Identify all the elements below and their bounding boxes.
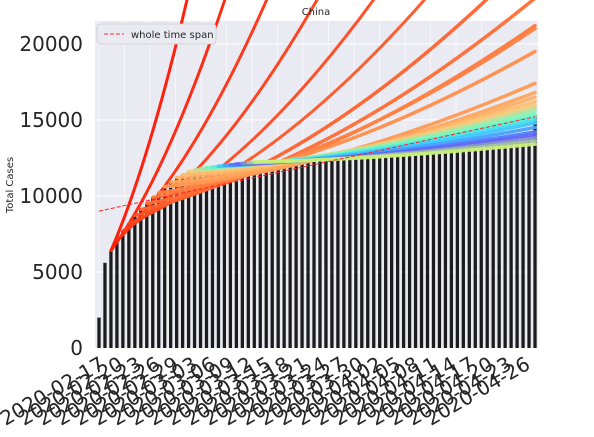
bar <box>259 162 262 348</box>
bar <box>348 155 351 348</box>
bar <box>384 152 387 348</box>
bar <box>271 161 274 348</box>
y-tick-label: 0 <box>70 336 83 360</box>
bar <box>133 216 136 348</box>
bar <box>163 187 166 348</box>
bar <box>223 165 226 348</box>
bar <box>127 223 130 348</box>
bar <box>241 163 244 348</box>
bar <box>366 153 369 348</box>
bar <box>115 240 118 348</box>
bar <box>426 149 429 348</box>
bar <box>498 143 501 348</box>
bar <box>342 155 345 348</box>
y-tick-label: 5000 <box>32 260 83 284</box>
bar <box>253 162 256 348</box>
bar <box>175 178 178 348</box>
y-axis-ticks: 0 5000 10000 15000 20000 <box>19 32 83 360</box>
bar <box>145 204 148 348</box>
bar <box>324 157 327 348</box>
bar <box>438 148 441 348</box>
bar <box>151 197 154 348</box>
bar <box>527 140 530 348</box>
bar <box>492 144 495 348</box>
bar <box>390 151 393 348</box>
bar <box>97 318 100 348</box>
y-tick-label: 15000 <box>19 108 83 132</box>
bar <box>468 146 471 348</box>
bar <box>414 150 417 348</box>
bar <box>462 146 465 348</box>
bar <box>420 149 423 348</box>
bar <box>360 154 363 348</box>
bar <box>533 115 536 348</box>
bar <box>205 168 208 348</box>
bar <box>306 158 309 348</box>
bar <box>372 153 375 348</box>
bar <box>277 160 280 348</box>
bar <box>265 161 268 348</box>
bar <box>521 141 524 348</box>
bar <box>300 158 303 348</box>
bar <box>229 165 232 348</box>
bar <box>474 145 477 348</box>
bar <box>103 263 106 348</box>
bar <box>109 251 112 348</box>
bar <box>235 164 238 348</box>
bar <box>169 182 172 348</box>
y-tick-label: 10000 <box>19 184 83 208</box>
bar <box>211 167 214 348</box>
legend-label: whole time span <box>131 30 214 41</box>
bar <box>503 143 506 348</box>
bar <box>157 193 160 348</box>
bar <box>408 150 411 348</box>
bar <box>312 157 315 348</box>
x-axis-ticks: 2020-02-172020-02-202020-02-232020-02-26… <box>0 352 534 431</box>
bar <box>444 147 447 348</box>
bar <box>121 231 124 348</box>
bar <box>336 156 339 348</box>
bar <box>456 146 459 348</box>
bar <box>318 157 321 348</box>
bar <box>283 160 286 348</box>
y-axis-label: Total Cases <box>5 157 16 214</box>
bar <box>247 162 250 348</box>
bar <box>509 142 512 348</box>
bar <box>199 169 202 348</box>
bar <box>486 144 489 348</box>
bar <box>181 175 184 348</box>
bar <box>354 154 357 348</box>
bar <box>217 166 220 348</box>
bar <box>515 142 518 348</box>
bar <box>330 156 333 348</box>
bar <box>450 147 453 348</box>
bar <box>193 170 196 348</box>
y-tick-label: 20000 <box>19 32 83 56</box>
bar <box>480 145 483 348</box>
bar <box>396 151 399 348</box>
bar <box>378 152 381 348</box>
bar <box>432 148 435 348</box>
chart-title: China <box>302 7 331 18</box>
legend: whole time span <box>97 24 216 44</box>
bar <box>294 159 297 348</box>
bar <box>288 159 291 348</box>
bar <box>402 151 405 348</box>
bar <box>139 210 142 348</box>
